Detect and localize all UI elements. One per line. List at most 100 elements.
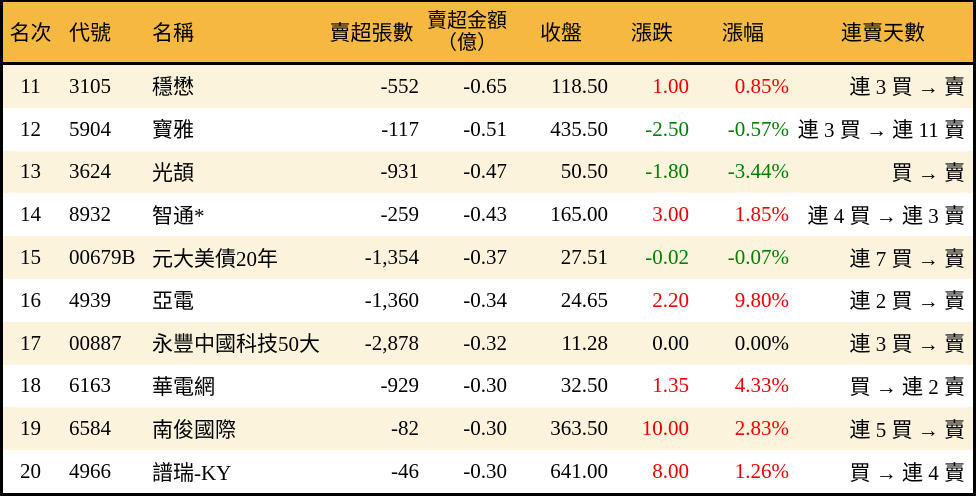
cell-streak: 連 2 買 → 賣 (849, 289, 966, 314)
cell-change: 2.20 (652, 287, 689, 312)
table-row: 18 6163 華電網 -929 -0.30 32.50 1.35 4.33% … (3, 364, 973, 408)
table-row: 17 00887 永豐中國科技50大 -2,878 -0.32 11.28 0.… (3, 321, 973, 365)
column-header-change-pct: 漲幅 (722, 21, 764, 45)
cell-close: 32.50 (560, 373, 608, 398)
cell-streak: 連 3 買 → 連 11 賣 (797, 118, 965, 143)
cell-code: 4939 (69, 287, 111, 312)
cell-sell-volume: -82 (391, 416, 419, 441)
cell-rank: 19 (20, 416, 41, 441)
cell-streak: 連 3 買 → 賣 (849, 75, 966, 100)
cell-code: 4966 (69, 459, 111, 484)
cell-name: 光頡 (152, 160, 194, 185)
cell-name: 譜瑞-KY (152, 460, 232, 485)
cell-change-pct: 4.33% (734, 373, 789, 398)
cell-name: 智通* (152, 203, 205, 228)
cell-code: 6163 (69, 373, 111, 398)
cell-close: 435.50 (550, 116, 608, 141)
cell-sell-volume: -1,360 (364, 287, 419, 312)
cell-sell-amount: -0.43 (463, 202, 507, 227)
table-row: 13 3624 光頡 -931 -0.47 50.50 -1.80 -3.44%… (3, 150, 973, 194)
cell-change-pct: 0.85% (734, 73, 789, 98)
cell-code: 6584 (69, 416, 111, 441)
cell-name: 寶雅 (152, 118, 194, 143)
cell-close: 363.50 (550, 416, 608, 441)
table-row: 14 8932 智通* -259 -0.43 165.00 3.00 1.85%… (3, 193, 973, 237)
cell-streak: 連 7 買 → 賣 (849, 246, 966, 271)
cell-close: 641.00 (550, 459, 608, 484)
cell-change-pct: -0.57% (727, 116, 789, 141)
cell-change: -2.50 (645, 116, 689, 141)
cell-rank: 16 (20, 287, 41, 312)
column-header-close: 收盤 (540, 21, 582, 45)
cell-code: 00679B (69, 245, 136, 270)
cell-change: 8.00 (652, 459, 689, 484)
cell-rank: 20 (20, 459, 41, 484)
table-row: 11 3105 穩懋 -552 -0.65 118.50 1.00 0.85% … (3, 65, 973, 108)
cell-name: 永豐中國科技50大 (152, 332, 320, 357)
cell-name: 南俊國際 (152, 417, 236, 442)
cell-change-pct: 1.85% (734, 202, 789, 227)
cell-sell-volume: -552 (380, 73, 420, 98)
cell-streak: 買 → 連 4 賣 (849, 460, 966, 485)
table-row: 20 4966 譜瑞-KY -46 -0.30 641.00 8.00 1.26… (3, 450, 973, 493)
cell-close: 27.51 (560, 245, 608, 270)
column-header-code: 代號 (69, 21, 111, 45)
cell-change: 1.00 (652, 73, 689, 98)
cell-sell-amount: -0.37 (463, 245, 507, 270)
cell-sell-volume: -2,878 (364, 330, 419, 355)
cell-code: 00887 (69, 330, 122, 355)
cell-rank: 13 (20, 159, 41, 184)
table-row: 12 5904 寶雅 -117 -0.51 435.50 -2.50 -0.57… (3, 107, 973, 151)
cell-sell-amount: -0.34 (463, 287, 507, 312)
cell-sell-amount: -0.51 (463, 116, 507, 141)
cell-sell-volume: -1,354 (364, 245, 419, 270)
table-header-row: 名次 代號 名稱 賣超張數 賣超金額 （億） 收盤 漲跌 漲幅 連賣天數 (3, 2, 973, 62)
table-body: 11 3105 穩懋 -552 -0.65 118.50 1.00 0.85% … (3, 65, 973, 493)
cell-close: 165.00 (550, 202, 608, 227)
cell-streak: 買 → 連 2 賣 (849, 374, 966, 399)
cell-change: -0.02 (645, 245, 689, 270)
cell-rank: 15 (20, 245, 41, 270)
cell-rank: 12 (20, 116, 41, 141)
cell-sell-volume: -929 (380, 373, 420, 398)
cell-change-pct: -3.44% (727, 159, 789, 184)
cell-rank: 17 (20, 330, 41, 355)
cell-sell-volume: -117 (381, 116, 419, 141)
column-header-sell-volume: 賣超張數 (329, 21, 414, 45)
cell-streak: 連 3 買 → 賣 (849, 332, 966, 357)
cell-close: 24.65 (560, 287, 608, 312)
cell-streak: 連 4 買 → 連 3 賣 (807, 203, 966, 228)
column-header-change: 漲跌 (631, 21, 673, 45)
cell-change-pct: 1.26% (734, 459, 789, 484)
column-header-rank: 名次 (9, 21, 52, 45)
cell-code: 8932 (69, 202, 111, 227)
cell-streak: 買 → 賣 (891, 160, 966, 185)
cell-code: 3105 (69, 73, 111, 98)
cell-sell-amount: -0.32 (463, 330, 507, 355)
cell-change-pct: 2.83% (734, 416, 789, 441)
cell-change-pct: 9.80% (734, 287, 789, 312)
cell-sell-amount: -0.30 (463, 459, 507, 484)
cell-code: 5904 (69, 116, 111, 141)
cell-change: -1.80 (645, 159, 689, 184)
cell-name: 元大美債20年 (152, 246, 278, 271)
cell-sell-volume: -259 (380, 202, 420, 227)
cell-rank: 18 (20, 373, 41, 398)
cell-change-pct: 0.00% (734, 330, 789, 355)
cell-rank: 14 (20, 202, 41, 227)
cell-change: 3.00 (652, 202, 689, 227)
column-header-streak: 連賣天數 (841, 21, 925, 45)
cell-name: 華電網 (152, 374, 215, 399)
cell-close: 50.50 (560, 159, 608, 184)
cell-change-pct: -0.07% (727, 245, 789, 270)
table-row: 19 6584 南俊國際 -82 -0.30 363.50 10.00 2.83… (3, 407, 973, 451)
cell-sell-amount: -0.30 (463, 416, 507, 441)
cell-change: 1.35 (652, 373, 689, 398)
cell-sell-volume: -931 (380, 159, 420, 184)
header-divider (3, 62, 973, 65)
cell-rank: 11 (20, 73, 41, 98)
cell-sell-amount: -0.30 (463, 373, 507, 398)
cell-sell-volume: -46 (391, 459, 419, 484)
cell-code: 3624 (69, 159, 111, 184)
